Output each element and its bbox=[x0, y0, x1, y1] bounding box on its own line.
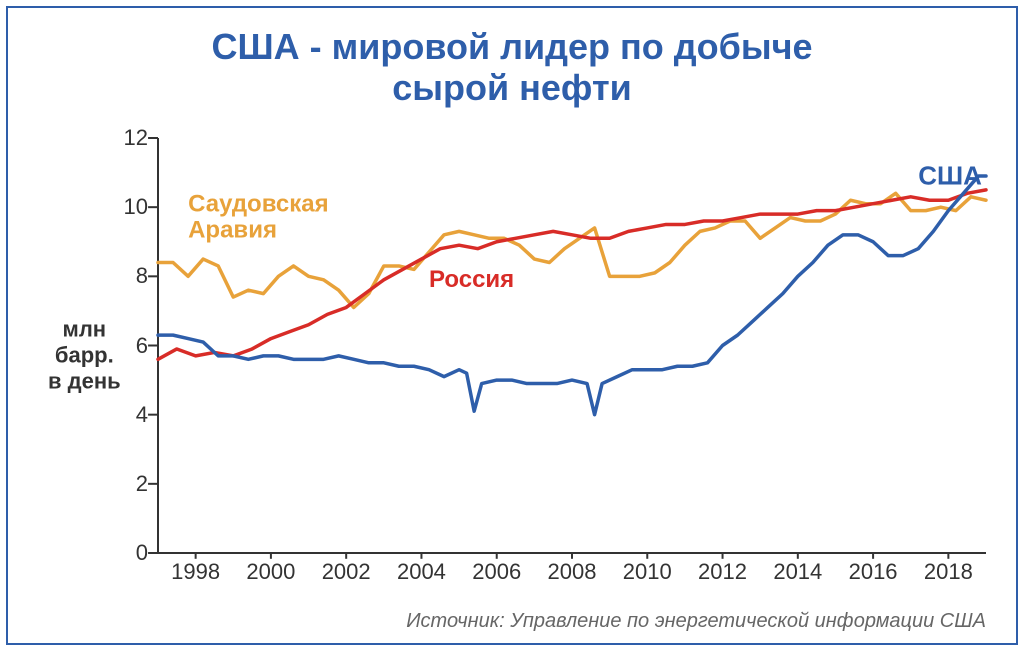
x-tick-label: 2010 bbox=[623, 553, 672, 585]
x-tick-label: 2006 bbox=[472, 553, 521, 585]
x-tick-label: 2002 bbox=[322, 553, 371, 585]
y-tick-label: 10 bbox=[124, 194, 158, 220]
x-tick-label: 2012 bbox=[698, 553, 747, 585]
series-label-usa: США bbox=[918, 162, 982, 191]
series-label-saudi: СаудовскаяАравия bbox=[188, 191, 328, 244]
y-tick-label: 4 bbox=[136, 402, 158, 428]
chart-title: США - мировой лидер по добычесырой нефти bbox=[8, 8, 1016, 109]
y-tick-label: 2 bbox=[136, 471, 158, 497]
chart-wrap: млнбарр.в день 0246810121998200020022004… bbox=[48, 128, 986, 583]
chart-frame: США - мировой лидер по добычесырой нефти… bbox=[6, 6, 1018, 645]
x-tick-label: 2004 bbox=[397, 553, 446, 585]
source-text: Источник: Управление по энергетической и… bbox=[406, 610, 986, 633]
y-tick-label: 0 bbox=[136, 540, 158, 566]
x-tick-label: 2016 bbox=[849, 553, 898, 585]
y-axis-label: млнбарр.в день bbox=[48, 316, 121, 395]
y-tick-label: 6 bbox=[136, 333, 158, 359]
plot-area: 0246810121998200020022004200620082010201… bbox=[158, 138, 986, 553]
x-tick-label: 2008 bbox=[548, 553, 597, 585]
x-tick-label: 2014 bbox=[773, 553, 822, 585]
y-tick-label: 8 bbox=[136, 263, 158, 289]
x-tick-label: 1998 bbox=[171, 553, 220, 585]
y-tick-label: 12 bbox=[124, 125, 158, 151]
x-tick-label: 2018 bbox=[924, 553, 973, 585]
series-label-russia: Россия bbox=[429, 267, 514, 293]
x-tick-label: 2000 bbox=[246, 553, 295, 585]
